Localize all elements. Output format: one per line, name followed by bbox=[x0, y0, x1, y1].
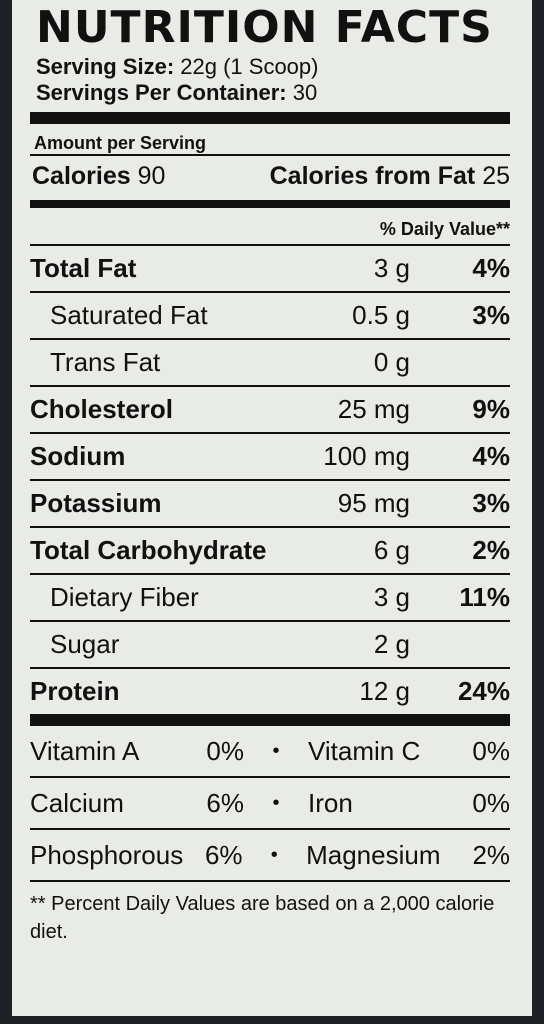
nutrient-amount: 3 g bbox=[373, 253, 410, 283]
nutrient-row-sugar: Sugar 2 g bbox=[30, 622, 510, 669]
serving-size-label: Serving Size: bbox=[36, 54, 175, 79]
nutrient-daily-value: 4% bbox=[472, 253, 510, 283]
nutrient-name: Protein bbox=[30, 676, 120, 706]
nutrient-name: Total Carbohydrate bbox=[30, 535, 267, 565]
vitamin-row: Calcium 6% • Iron 0% bbox=[30, 778, 510, 830]
nutrient-row-cholesterol: Cholesterol 25 mg 9% bbox=[30, 387, 510, 434]
calories-from-fat: Calories from Fat 25 bbox=[270, 156, 510, 196]
nutrient-name: Sodium bbox=[30, 441, 126, 471]
nutrient-row-total-fat: Total Fat 3 g 4% bbox=[30, 246, 510, 293]
nutrient-amount: 0.5 g bbox=[352, 300, 410, 330]
nutrient-row-sodium: Sodium 100 mg 4% bbox=[30, 434, 510, 481]
nutrient-daily-value: 11% bbox=[459, 582, 510, 612]
vitamin-percent: 6% bbox=[206, 787, 244, 818]
nutrient-row-potassium: Potassium 95 mg 3% bbox=[30, 481, 510, 528]
vitamin-name: Phosphorous bbox=[30, 839, 184, 870]
vitamin-name: Vitamin C bbox=[308, 735, 421, 766]
vitamin-name: Magnesium bbox=[306, 839, 441, 870]
vitamin-percent: 2% bbox=[472, 839, 511, 870]
label-title: NUTRITION FACTS bbox=[36, 2, 493, 53]
calories: Calories 90 bbox=[32, 156, 165, 196]
nutrient-daily-value: 4% bbox=[472, 441, 510, 471]
nutrient-row-trans-fat: Trans Fat 0 g bbox=[30, 340, 510, 387]
calories-label: Calories bbox=[32, 162, 131, 190]
bullet-separator: • bbox=[272, 791, 280, 814]
nutrient-row-protein: Protein 12 g 24% bbox=[30, 669, 510, 714]
servings-label: Servings Per Container: bbox=[36, 80, 287, 105]
nutrient-amount: 25 mg bbox=[337, 394, 410, 424]
footnote: ** Percent Daily Values are based on a 2… bbox=[30, 893, 495, 943]
amount-per-serving: Amount per Serving bbox=[34, 133, 207, 153]
bullet-separator: • bbox=[272, 739, 280, 762]
nutrient-amount: 2 g bbox=[373, 629, 410, 659]
nutrient-amount: 95 mg bbox=[337, 488, 410, 518]
nutrient-amount: 12 g bbox=[359, 676, 410, 706]
servings-value: 30 bbox=[292, 80, 318, 105]
vitamin-name: Iron bbox=[308, 787, 353, 818]
divider-thick bbox=[30, 112, 510, 124]
servings-per-container: Servings Per Container: 30 bbox=[30, 80, 510, 106]
nutrient-amount: 3 g bbox=[373, 582, 410, 612]
nutrient-name: Sugar bbox=[50, 629, 120, 659]
vitamin-percent: 0% bbox=[472, 735, 510, 766]
bullet-separator: • bbox=[270, 843, 278, 866]
nutrient-name: Cholesterol bbox=[30, 394, 174, 424]
nutrient-daily-value: 24% bbox=[457, 676, 510, 706]
vitamin-row: Phosphorous 6% • Magnesium 2% bbox=[30, 830, 510, 882]
nutrient-amount: 6 g bbox=[373, 535, 410, 565]
nutrient-row-dietary-fiber: Dietary Fiber 3 g 11% bbox=[30, 575, 510, 622]
calories-fat-label: Calories from Fat bbox=[269, 162, 476, 190]
serving-size: Serving Size: 22g (1 Scoop) bbox=[30, 54, 510, 80]
nutrient-daily-value: 2% bbox=[472, 535, 510, 565]
divider-thick bbox=[30, 714, 510, 726]
divider-thin bbox=[30, 154, 510, 156]
nutrient-name: Potassium bbox=[30, 488, 162, 518]
divider-medium bbox=[30, 200, 510, 208]
vitamin-percent: 0% bbox=[206, 735, 244, 766]
nutrient-daily-value: 9% bbox=[472, 394, 510, 424]
vitamin-row: Vitamin A 0% • Vitamin C 0% bbox=[30, 726, 510, 778]
nutrient-name: Saturated Fat bbox=[50, 300, 208, 330]
nutrient-daily-value: 3% bbox=[472, 488, 510, 518]
divider-thin bbox=[30, 244, 510, 246]
nutrient-name: Trans Fat bbox=[50, 347, 161, 377]
nutrient-amount: 0 g bbox=[373, 347, 410, 377]
nutrition-label: NUTRITION FACTS Serving Size: 22g (1 Sco… bbox=[12, 0, 532, 1016]
calories-fat-value: 25 bbox=[482, 162, 510, 190]
vitamin-name: Vitamin A bbox=[30, 735, 140, 766]
calories-value: 90 bbox=[137, 162, 166, 190]
nutrient-daily-value: 3% bbox=[472, 300, 510, 330]
nutrient-row-saturated-fat: Saturated Fat 0.5 g 3% bbox=[30, 293, 510, 340]
nutrient-name: Dietary Fiber bbox=[50, 582, 199, 612]
nutrient-row-total-carbohydrate: Total Carbohydrate 6 g 2% bbox=[30, 528, 510, 575]
nutrient-amount: 100 mg bbox=[323, 441, 410, 471]
vitamin-percent: 6% bbox=[204, 839, 243, 870]
vitamin-name: Calcium bbox=[30, 787, 124, 818]
nutrient-name: Total Fat bbox=[30, 253, 137, 283]
serving-size-value: 22g (1 Scoop) bbox=[180, 54, 319, 79]
daily-value-header: % Daily Value** bbox=[379, 219, 510, 239]
calories-row: Calories 90 Calories from Fat 25 bbox=[30, 156, 510, 196]
vitamin-percent: 0% bbox=[472, 787, 510, 818]
